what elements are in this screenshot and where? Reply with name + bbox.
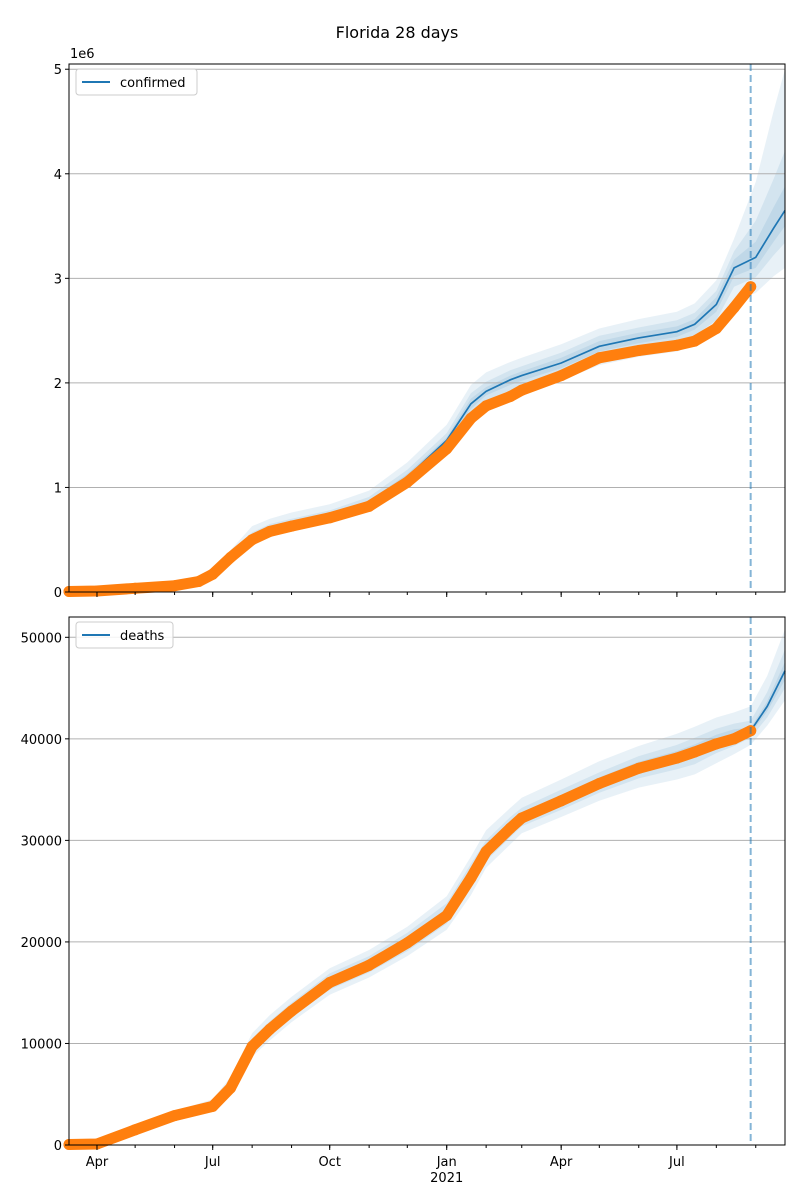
observed-point <box>593 352 605 364</box>
confirmed-panel: 0 1 2 3 4 5 1e6 confirmed <box>54 47 786 601</box>
observed-point <box>401 476 413 488</box>
observed-point <box>555 795 567 807</box>
observed-point <box>465 412 477 424</box>
observed-point <box>480 846 492 858</box>
observed-point <box>689 335 701 347</box>
deaths-series <box>63 670 786 1150</box>
uncertainty-band-inner <box>69 186 785 592</box>
observed-point <box>169 1110 181 1122</box>
observed-point <box>671 339 683 351</box>
x-year-label: 2021 <box>430 1171 463 1186</box>
observed-point <box>555 370 567 382</box>
observed-point <box>193 576 205 587</box>
observed-point <box>246 1041 258 1052</box>
observed-point <box>207 568 219 580</box>
observed-point <box>264 1023 276 1035</box>
uncertainty-band-outer <box>69 629 785 1145</box>
x-tick-label: Jul <box>668 1155 685 1170</box>
observed-point <box>169 580 181 592</box>
y-tick-label: 0 <box>54 586 62 601</box>
confirmed-x-axis <box>96 592 757 597</box>
x-tick-label: Oct <box>318 1155 340 1170</box>
observed-point <box>225 1082 236 1094</box>
observed-point <box>264 525 276 537</box>
y-tick-label: 10000 <box>21 1037 62 1052</box>
deaths-y-axis: 0 10000 20000 30000 40000 50000 <box>21 631 69 1154</box>
observed-point <box>480 400 492 412</box>
observed-point <box>728 302 740 314</box>
deaths-axes-frame <box>68 616 786 1146</box>
x-tick-label: Jul <box>204 1155 221 1170</box>
observed-point <box>225 552 236 563</box>
observed-point <box>504 822 516 834</box>
observed-point <box>129 1124 141 1136</box>
observed-point <box>324 977 336 988</box>
observed-point <box>516 384 528 396</box>
observed-point <box>246 534 258 546</box>
observed-point <box>363 959 375 971</box>
observed-point <box>324 512 336 524</box>
observed-point <box>504 391 516 402</box>
observed-point <box>91 585 103 597</box>
confirmed-y-axis: 0 1 2 3 4 5 <box>54 63 69 601</box>
confirmed-gridlines <box>69 68 785 488</box>
observed-point <box>633 345 645 356</box>
observed-point <box>441 910 453 921</box>
observed-point <box>671 752 683 764</box>
observed-point <box>516 812 528 824</box>
confirmed-y-offset-label: 1e6 <box>70 47 95 62</box>
confirmed-legend-box <box>75 68 198 96</box>
y-tick-label: 20000 <box>21 936 62 951</box>
confirmed-axes-frame <box>68 63 786 593</box>
x-tick-label: Jan <box>436 1155 457 1170</box>
y-tick-label: 4 <box>54 168 62 183</box>
observed-points-series <box>63 725 757 1150</box>
observed-point <box>710 738 722 750</box>
y-tick-label: 5 <box>54 63 62 78</box>
x-tick-label: Apr <box>86 1155 109 1170</box>
confirmed-legend: confirmed <box>75 68 198 96</box>
deaths-gridlines <box>69 636 785 1044</box>
observed-point <box>207 1100 219 1112</box>
observed-point <box>363 500 375 512</box>
uncertainty-band-middle <box>69 150 785 592</box>
y-tick-label: 2 <box>54 377 62 392</box>
deaths-x-axis: Apr Jul Oct Jan Apr Jul 2021 <box>86 1145 757 1186</box>
observed-point <box>129 582 141 594</box>
uncertainty-band-middle <box>69 649 785 1145</box>
uncertainty-band-outer <box>69 69 785 592</box>
observed-point <box>728 733 740 745</box>
confirmed-uncertainty-bands <box>69 69 785 592</box>
deaths-uncertainty-bands <box>69 629 785 1145</box>
y-tick-label: 30000 <box>21 834 62 849</box>
y-tick-label: 3 <box>54 272 62 287</box>
figure-title: Florida 28 days <box>336 23 459 42</box>
deaths-legend-label: deaths <box>120 629 165 644</box>
observed-point <box>465 872 477 884</box>
observed-point <box>286 1005 298 1017</box>
confirmed-series <box>63 209 786 597</box>
observed-point <box>441 443 453 455</box>
y-tick-label: 40000 <box>21 733 62 748</box>
observed-point <box>286 520 298 532</box>
observed-point <box>710 323 722 334</box>
y-tick-label: 50000 <box>21 631 62 646</box>
observed-point <box>401 937 413 949</box>
deaths-legend: deaths <box>75 621 174 649</box>
model-line <box>68 209 786 593</box>
confirmed-legend-label: confirmed <box>120 76 186 91</box>
x-tick-label: Apr <box>550 1155 573 1170</box>
y-tick-label: 1 <box>54 481 62 496</box>
observed-point <box>91 1138 103 1150</box>
observed-point <box>593 778 605 789</box>
observed-point <box>633 762 645 774</box>
observed-point <box>689 746 701 758</box>
y-tick-label: 0 <box>54 1139 62 1154</box>
deaths-legend-box <box>75 621 174 649</box>
